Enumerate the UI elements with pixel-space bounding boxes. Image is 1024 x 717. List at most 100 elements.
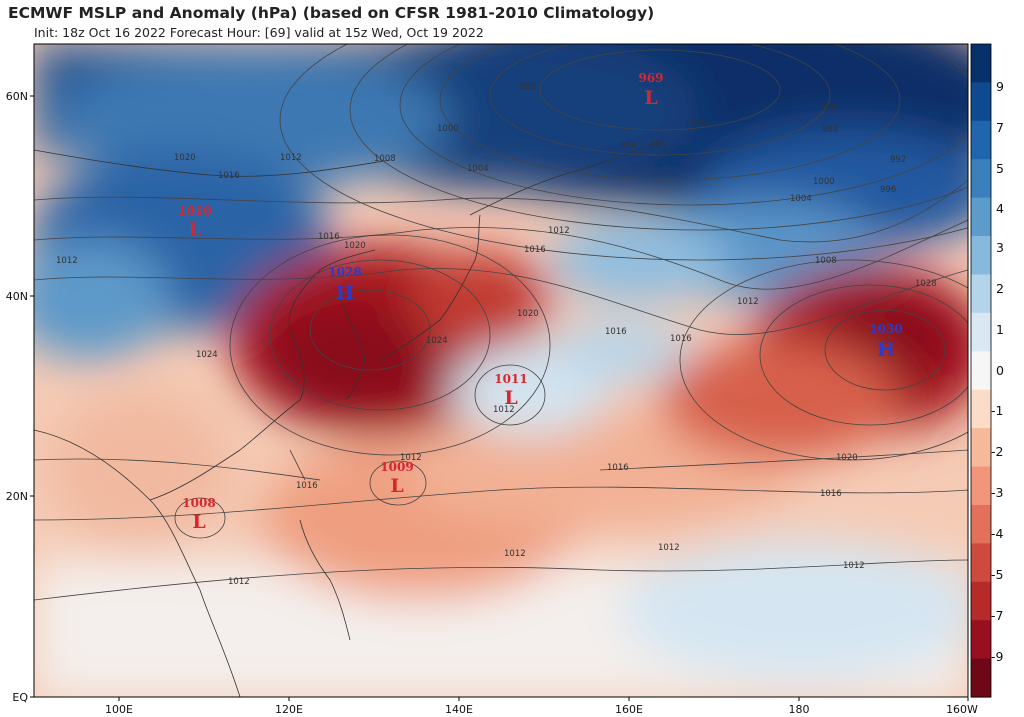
contour-label: 1012 — [843, 561, 865, 571]
contour-label: 1012 — [400, 453, 422, 463]
colorbar-tick-label: -1 — [991, 403, 1003, 418]
contour-label: 984 — [820, 103, 836, 113]
contour-label: 1016 — [218, 171, 240, 181]
contour-label: 1024 — [196, 350, 218, 360]
colorbar-ticks: 9 7 5 4 3 2 1 0 -1 -2 -3 -4 -5 -7 -9 — [991, 79, 1004, 664]
contour-label: 1000 — [813, 177, 835, 187]
colorbar-swatch — [971, 389, 991, 429]
map-title: ECMWF MSLP and Anomaly (hPa) (based on C… — [8, 4, 655, 22]
contour-label: 1012 — [504, 549, 526, 559]
lon-label: 100E — [105, 703, 133, 716]
colorbar-tick-label: -9 — [991, 649, 1004, 664]
colorbar-swatch — [971, 82, 991, 122]
svg-text:H: H — [336, 282, 354, 304]
contour-label: 1020 — [174, 153, 196, 163]
lon-label: 140E — [445, 703, 473, 716]
contour-label: 1004 — [790, 194, 812, 204]
colorbar-tick-label: -5 — [991, 567, 1003, 582]
colorbar-tick-label: 1 — [996, 322, 1004, 337]
colorbar-swatch — [971, 581, 991, 621]
svg-text:1011: 1011 — [494, 372, 527, 386]
contour-label: 1012 — [280, 153, 302, 163]
lon-label: 180 — [789, 703, 810, 716]
contour-labels: 996 984 976 980 984 988 992 996 1000 100… — [56, 82, 937, 587]
contour-label: 976 — [690, 119, 706, 129]
high-pressure-system: 1028 H — [328, 265, 361, 304]
contour-label: 1012 — [658, 543, 680, 553]
pressure-systems: 969 L 1010 L 1028 H 1030 H 1011 L 1009 L — [178, 71, 902, 533]
lat-label: 40N — [6, 290, 28, 303]
contour-label: 1020 — [836, 453, 858, 463]
map-panel: 996 984 976 980 984 988 992 996 1000 100… — [34, 44, 968, 697]
svg-text:1030: 1030 — [869, 322, 902, 336]
colorbar-swatch — [971, 236, 991, 276]
colorbar-tick-label: 3 — [996, 240, 1004, 255]
colorbar-frame — [970, 43, 992, 698]
lat-label: 20N — [6, 490, 28, 503]
colorbar-tick-label: 9 — [996, 79, 1004, 94]
colorbar-tick-label: 4 — [996, 201, 1004, 216]
svg-text:L: L — [192, 511, 205, 533]
low-pressure-system: 969 L — [638, 71, 663, 109]
contour-label: 996 — [880, 185, 896, 195]
svg-text:H: H — [877, 339, 895, 361]
contour-label: 1012 — [548, 226, 570, 236]
lat-label: EQ — [12, 691, 28, 704]
contour-label: 1012 — [737, 297, 759, 307]
colorbar-swatch — [971, 428, 991, 468]
svg-text:L: L — [504, 387, 517, 409]
contour-label: 1008 — [815, 256, 837, 266]
colorbar-swatch — [971, 658, 991, 698]
contour-label: 1016 — [670, 334, 692, 344]
map-subtitle: Init: 18z Oct 16 2022 Forecast Hour: [69… — [34, 25, 484, 40]
colorbar-swatch — [971, 466, 991, 506]
anomaly-colorbar: 9 7 5 4 3 2 1 0 -1 -2 -3 -4 -5 -7 -9 — [970, 43, 1004, 698]
contour-label: 1016 — [524, 245, 546, 255]
latitude-axis: 60N 40N 20N EQ — [6, 90, 34, 704]
lon-label: 160E — [615, 703, 643, 716]
lon-label: 120E — [275, 703, 303, 716]
longitude-axis: 100E 120E 140E 160E 180 160W — [105, 697, 978, 716]
colorbar-swatch — [971, 312, 991, 352]
colorbar-swatch — [971, 274, 991, 314]
svg-text:1028: 1028 — [328, 265, 361, 279]
colorbar-swatch — [971, 197, 991, 237]
low-pressure-system: 1011 L — [494, 372, 527, 409]
anomaly-field — [34, 44, 968, 697]
contour-label: 1016 — [296, 481, 318, 491]
low-pressure-system: 1009 L — [380, 460, 413, 497]
svg-text:1008: 1008 — [182, 496, 215, 510]
contour-label: 1016 — [605, 327, 627, 337]
isobar-contours — [34, 44, 968, 601]
svg-text:1010: 1010 — [178, 204, 211, 218]
contour-label: 1000 — [437, 124, 459, 134]
contour-label: 1012 — [493, 405, 515, 415]
svg-text:L: L — [644, 87, 657, 109]
contour-label: 992 — [890, 155, 906, 165]
colorbar-swatch — [971, 620, 991, 660]
high-pressure-system: 1030 H — [869, 322, 902, 361]
contour-label: 984 — [620, 141, 636, 151]
colorbar-tick-label: -7 — [991, 608, 1003, 623]
colorbar-swatches — [971, 44, 991, 698]
low-pressure-system: 1008 L — [182, 496, 215, 533]
colorbar-tick-label: -2 — [991, 444, 1003, 459]
svg-text:1009: 1009 — [380, 460, 413, 474]
colorbar-swatch — [971, 44, 991, 84]
colorbar-tick-label: 5 — [996, 161, 1004, 176]
contour-label: 1020 — [517, 309, 539, 319]
colorbar-tick-label: 2 — [996, 281, 1004, 296]
colorbar-tick-label: 7 — [996, 120, 1004, 135]
map-frame — [33, 43, 969, 698]
colorbar-swatch — [971, 543, 991, 583]
contour-label: 980 — [650, 141, 666, 151]
lon-label: 160W — [946, 703, 978, 716]
lat-label: 60N — [6, 90, 28, 103]
contour-label: 1008 — [374, 154, 396, 164]
contour-label: 996 — [520, 82, 536, 92]
colorbar-swatch — [971, 159, 991, 199]
colorbar-swatch — [971, 504, 991, 544]
colorbar-tick-label: 0 — [996, 363, 1004, 378]
contour-label: 1016 — [607, 463, 629, 473]
